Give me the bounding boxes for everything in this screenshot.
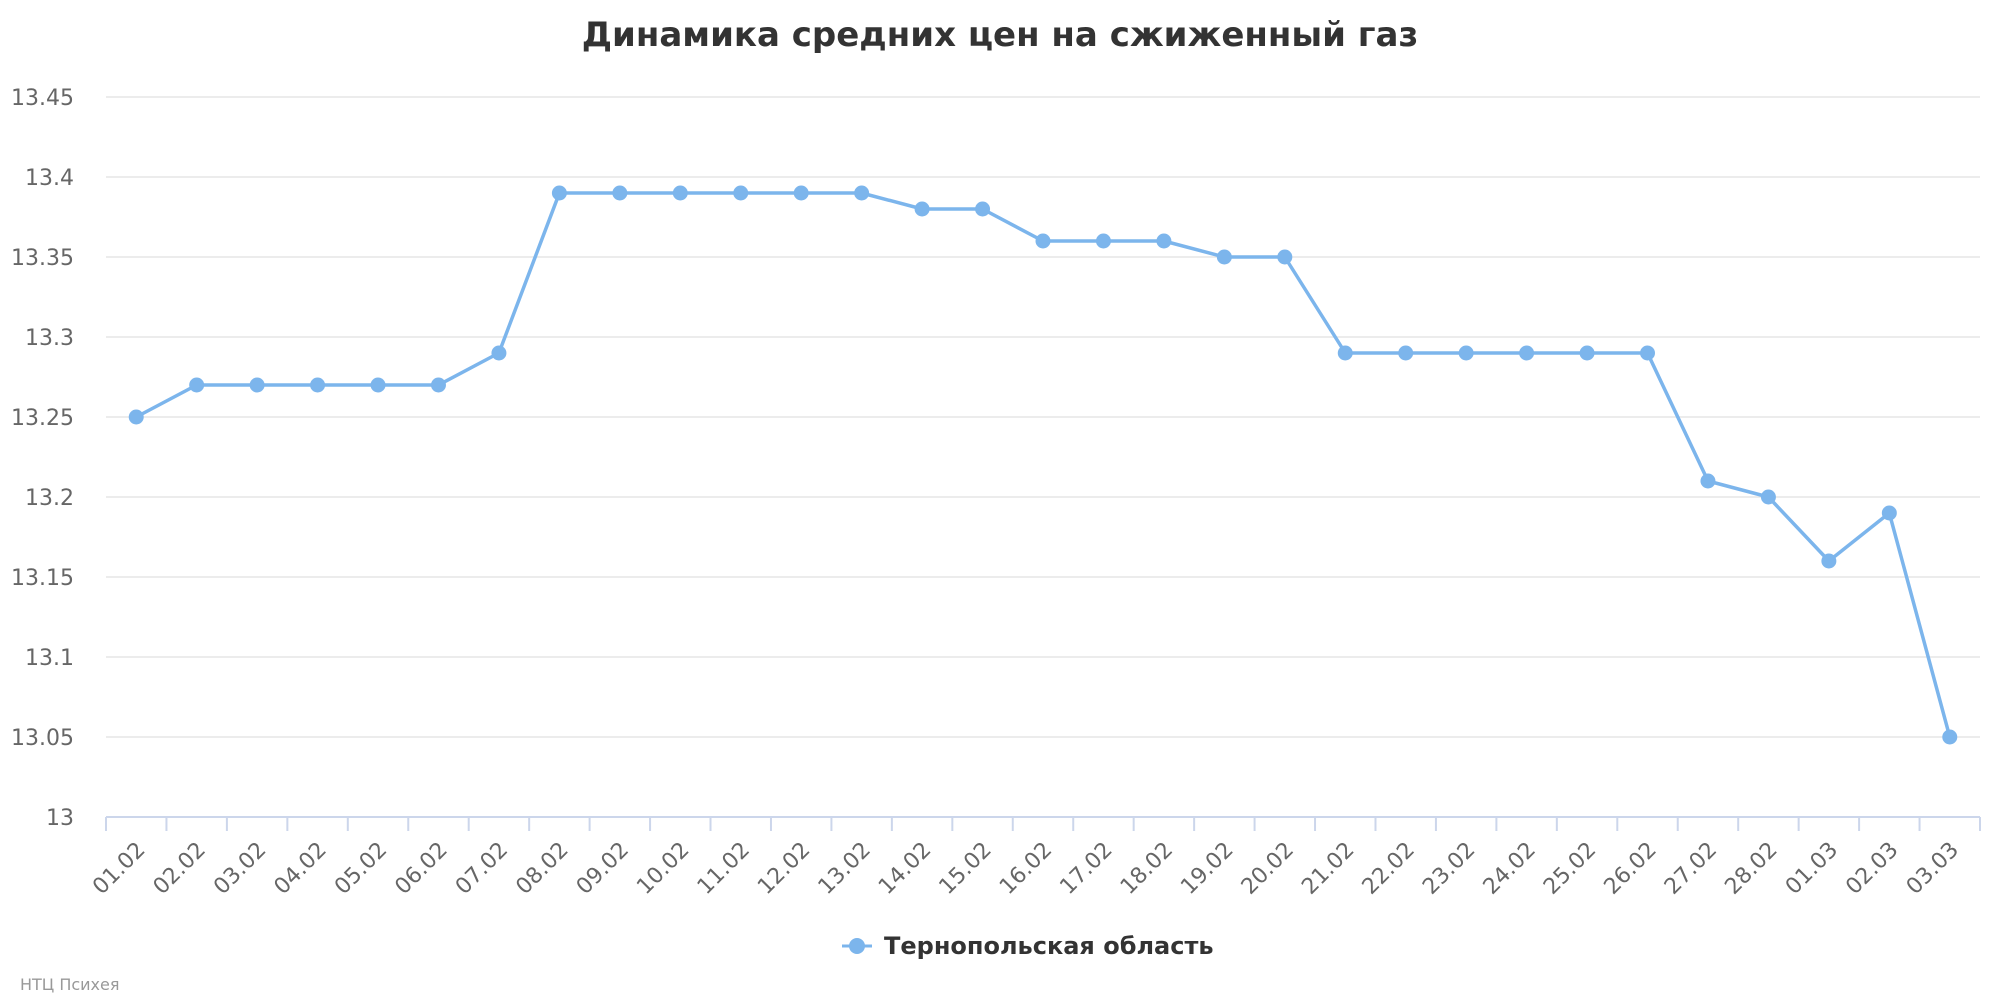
data-point[interactable] [1216,249,1232,265]
y-tick-label: 13.05 [11,726,74,751]
data-point[interactable] [793,185,809,201]
x-tick-label: 27.02 [1660,838,1722,900]
x-tick-label: 17.02 [1055,838,1117,900]
x-tick-label: 21.02 [1297,838,1359,900]
y-tick-label: 13.4 [25,166,74,191]
x-tick-label: 05.02 [330,838,392,900]
data-point[interactable] [370,377,386,393]
data-point[interactable] [975,201,991,217]
data-point[interactable] [1458,345,1474,361]
x-tick-label: 24.02 [1479,838,1541,900]
x-tick-label: 22.02 [1358,838,1420,900]
data-point[interactable] [1640,345,1656,361]
x-tick-label: 26.02 [1600,838,1662,900]
x-tick-label: 23.02 [1418,838,1480,900]
x-tick-label: 19.02 [1176,838,1238,900]
x-tick-label: 08.02 [511,838,573,900]
y-tick-label: 13.35 [11,246,74,271]
data-point[interactable] [854,185,870,201]
x-tick-label: 13.02 [814,838,876,900]
data-point[interactable] [189,377,205,393]
y-axis: 13 13.05 13.1 13.15 13.2 13.25 13.3 13.35 13.4 13… [11,86,74,831]
credits-text[interactable]: НТЦ Психея [20,975,119,994]
x-tick-label: 01.02 [88,838,150,900]
data-point[interactable] [551,185,567,201]
data-point[interactable] [430,377,446,393]
y-tick-label: 13.45 [11,86,74,111]
data-point[interactable] [128,409,144,425]
x-tick-label: 28.02 [1720,838,1782,900]
x-tick-label: 20.02 [1237,838,1299,900]
data-point[interactable] [1760,489,1776,505]
x-tick-label: 02.03 [1841,838,1903,900]
x-tick-label: 07.02 [451,838,513,900]
data-point[interactable] [1095,233,1111,249]
x-tick-label: 18.02 [1116,838,1178,900]
data-point[interactable] [612,185,628,201]
data-point[interactable] [249,377,265,393]
data-point[interactable] [1700,473,1716,489]
legend-item-label: Тернопольская область [884,932,1214,960]
legend[interactable]: Тернопольская область [842,932,1214,960]
data-point[interactable] [1398,345,1414,361]
data-point[interactable] [1156,233,1172,249]
legend-marker [849,938,865,954]
x-tick-label: 09.02 [572,838,634,900]
grid-lines [106,96,1980,738]
data-point[interactable] [1519,345,1535,361]
y-tick-label: 13.25 [11,406,74,431]
y-tick-label: 13.2 [25,486,74,511]
series-line [135,191,1952,738]
x-tick-label: 14.02 [874,838,936,900]
data-point[interactable] [1337,345,1353,361]
data-point[interactable] [1881,505,1897,521]
x-tick-label: 15.02 [935,838,997,900]
x-tick-label: 16.02 [995,838,1057,900]
x-tick-label: 03.03 [1902,838,1964,900]
data-point[interactable] [733,185,749,201]
data-point[interactable] [1035,233,1051,249]
x-tick-label: 12.02 [753,838,815,900]
data-point[interactable] [491,345,507,361]
x-tick-label: 06.02 [391,838,453,900]
x-tick-label: 11.02 [693,838,755,900]
y-tick-label: 13.1 [25,646,74,671]
x-axis: 01.0202.0203.0204.0205.0206.0207.0208.02… [88,816,1981,900]
data-point[interactable] [672,185,688,201]
y-tick-label: 13 [46,806,74,831]
data-point[interactable] [1942,729,1958,745]
x-tick-label: 04.02 [270,838,332,900]
data-point[interactable] [1277,249,1293,265]
y-tick-label: 13.15 [11,566,74,591]
chart-title: Динамика средних цен на сжиженный газ [582,15,1419,55]
data-point[interactable] [914,201,930,217]
x-tick-label: 01.03 [1781,838,1843,900]
x-tick-label: 25.02 [1539,838,1601,900]
series-group [128,185,1958,745]
x-tick-label: 10.02 [632,838,694,900]
x-tick-label: 03.02 [209,838,271,900]
y-tick-label: 13.3 [25,326,74,351]
data-point[interactable] [1579,345,1595,361]
data-point[interactable] [1821,553,1837,569]
data-point[interactable] [310,377,326,393]
x-tick-label: 02.02 [149,838,211,900]
